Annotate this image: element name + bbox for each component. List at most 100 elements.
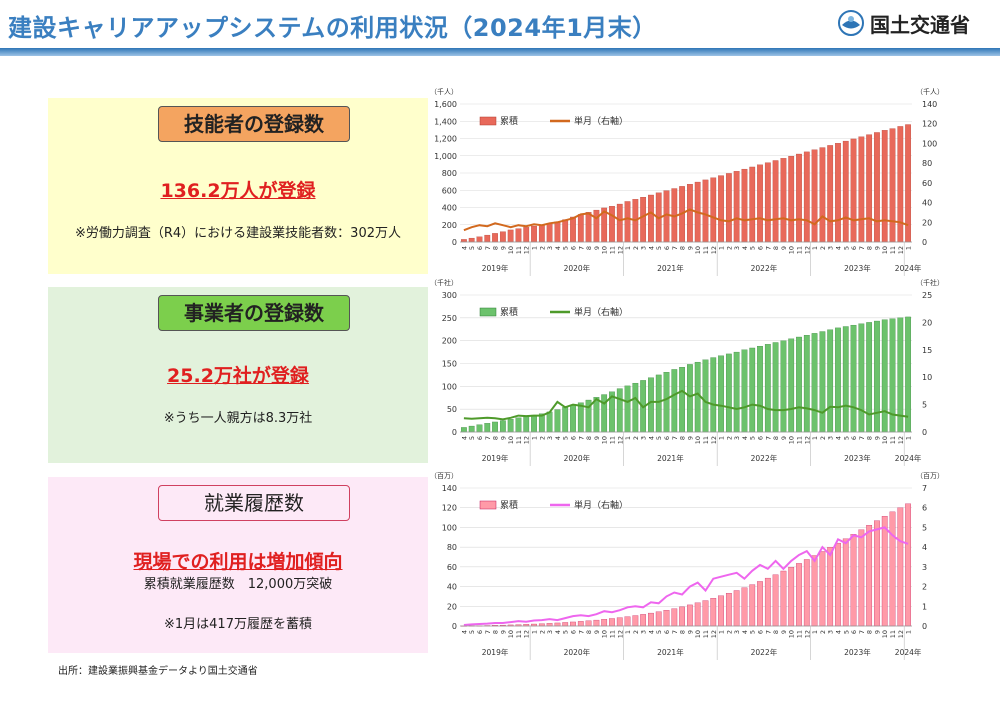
month-label: 3 [640, 630, 648, 634]
month-label: 10 [507, 436, 515, 444]
month-label: 3 [546, 436, 554, 440]
month-label: 12 [803, 436, 811, 444]
history-total: 累積就業履歴数 12,000万突破 [143, 577, 333, 592]
month-label: 7 [577, 246, 585, 250]
bar [905, 316, 911, 433]
page-title: 建設キャリアアップシステムの利用状況（2024年1月末） [8, 14, 657, 42]
month-label: 9 [686, 630, 694, 634]
right-tick-label: 6 [922, 504, 927, 513]
bar [609, 206, 615, 243]
month-label: 2 [632, 630, 640, 634]
bar [562, 219, 569, 243]
bar [827, 145, 834, 243]
month-label: 9 [593, 246, 601, 250]
month-label: 12 [523, 246, 531, 254]
bar [811, 149, 818, 243]
header: 建設キャリアアップシステムの利用状況（2024年1月末） 国土交通省 [0, 0, 1000, 46]
bar [562, 622, 569, 627]
bar [803, 559, 810, 627]
bar [866, 525, 873, 627]
month-label: 9 [873, 630, 881, 634]
legend-label: 単月（右軸） [574, 115, 628, 127]
bar [546, 223, 553, 243]
bar [648, 194, 654, 243]
bar [835, 542, 841, 627]
month-label: 5 [842, 246, 850, 250]
month-label: 8 [679, 436, 687, 440]
bar [757, 345, 763, 433]
legend-swatch-bar [479, 500, 497, 510]
month-label: 2 [819, 246, 827, 250]
companies-panel: 事業者の登録数 25.2万社が登録 ※うち一人親方は8.3万社 [48, 287, 428, 463]
right-tick-label: 2 [922, 583, 927, 592]
month-label: 2 [632, 436, 640, 440]
month-label: 12 [710, 436, 718, 444]
month-label: 3 [733, 246, 741, 250]
bar [671, 608, 678, 627]
month-label: 2 [538, 246, 546, 250]
month-label: 4 [741, 630, 749, 634]
left-tick-label: 0 [452, 622, 457, 631]
companies-heading: 事業者の登録数 [158, 295, 350, 331]
bar [507, 419, 514, 433]
bar [632, 615, 639, 627]
month-label: 5 [468, 246, 476, 250]
month-label: 5 [749, 436, 757, 440]
left-tick-label: 60 [447, 563, 457, 572]
bar [570, 404, 576, 433]
bar [624, 616, 631, 627]
right-tick-label: 20 [922, 318, 932, 327]
month-label: 1 [531, 436, 539, 440]
bar [515, 228, 522, 243]
month-label: 2 [819, 436, 827, 440]
bar [874, 520, 880, 627]
month-label: 8 [772, 630, 780, 634]
bar [819, 331, 826, 433]
month-label: 9 [686, 436, 694, 440]
bar [484, 234, 491, 243]
left-axis-unit: （千人） [430, 87, 458, 96]
bar [507, 229, 514, 243]
month-label: 3 [827, 436, 835, 440]
year-label: 2019年 [482, 453, 509, 463]
history-january: ※1月は417万履歴を蓄積 [164, 617, 312, 632]
year-label: 2022年 [751, 263, 778, 273]
month-label: 1 [718, 630, 726, 634]
month-label: 3 [733, 630, 741, 634]
month-label: 10 [881, 246, 889, 254]
bar [725, 353, 732, 433]
month-label: 11 [702, 630, 710, 638]
month-label: 1 [811, 630, 819, 634]
bar [570, 216, 576, 243]
month-label: 10 [788, 436, 796, 444]
left-tick-label: 0 [452, 428, 457, 437]
month-label: 2 [632, 246, 640, 250]
right-axis-unit: （千社） [916, 278, 944, 287]
year-label: 2024年 [895, 453, 922, 463]
month-label: 12 [523, 436, 531, 444]
month-label: 1 [905, 630, 913, 634]
month-label: 10 [601, 246, 609, 254]
bar [710, 598, 717, 627]
bar [476, 424, 483, 433]
bar [780, 158, 787, 243]
bar [601, 394, 608, 433]
month-label: 1 [811, 436, 819, 440]
bar [741, 168, 748, 243]
year-label: 2020年 [564, 263, 591, 273]
history-heading: 就業履歴数 [158, 485, 350, 521]
month-label: 12 [523, 630, 531, 638]
right-tick-label: 120 [922, 120, 937, 129]
left-axis-unit: （百万） [430, 472, 458, 480]
right-tick-label: 5 [922, 523, 927, 532]
month-label: 4 [554, 436, 562, 440]
bar [889, 511, 896, 627]
bar [850, 138, 857, 243]
bar [827, 547, 834, 627]
month-label: 6 [476, 436, 484, 440]
year-label: 2019年 [482, 647, 509, 657]
year-label: 2020年 [564, 453, 591, 463]
right-tick-label: 25 [922, 291, 932, 300]
bar [640, 197, 647, 243]
history-trend: 現場での利用は増加傾向 [133, 551, 343, 573]
